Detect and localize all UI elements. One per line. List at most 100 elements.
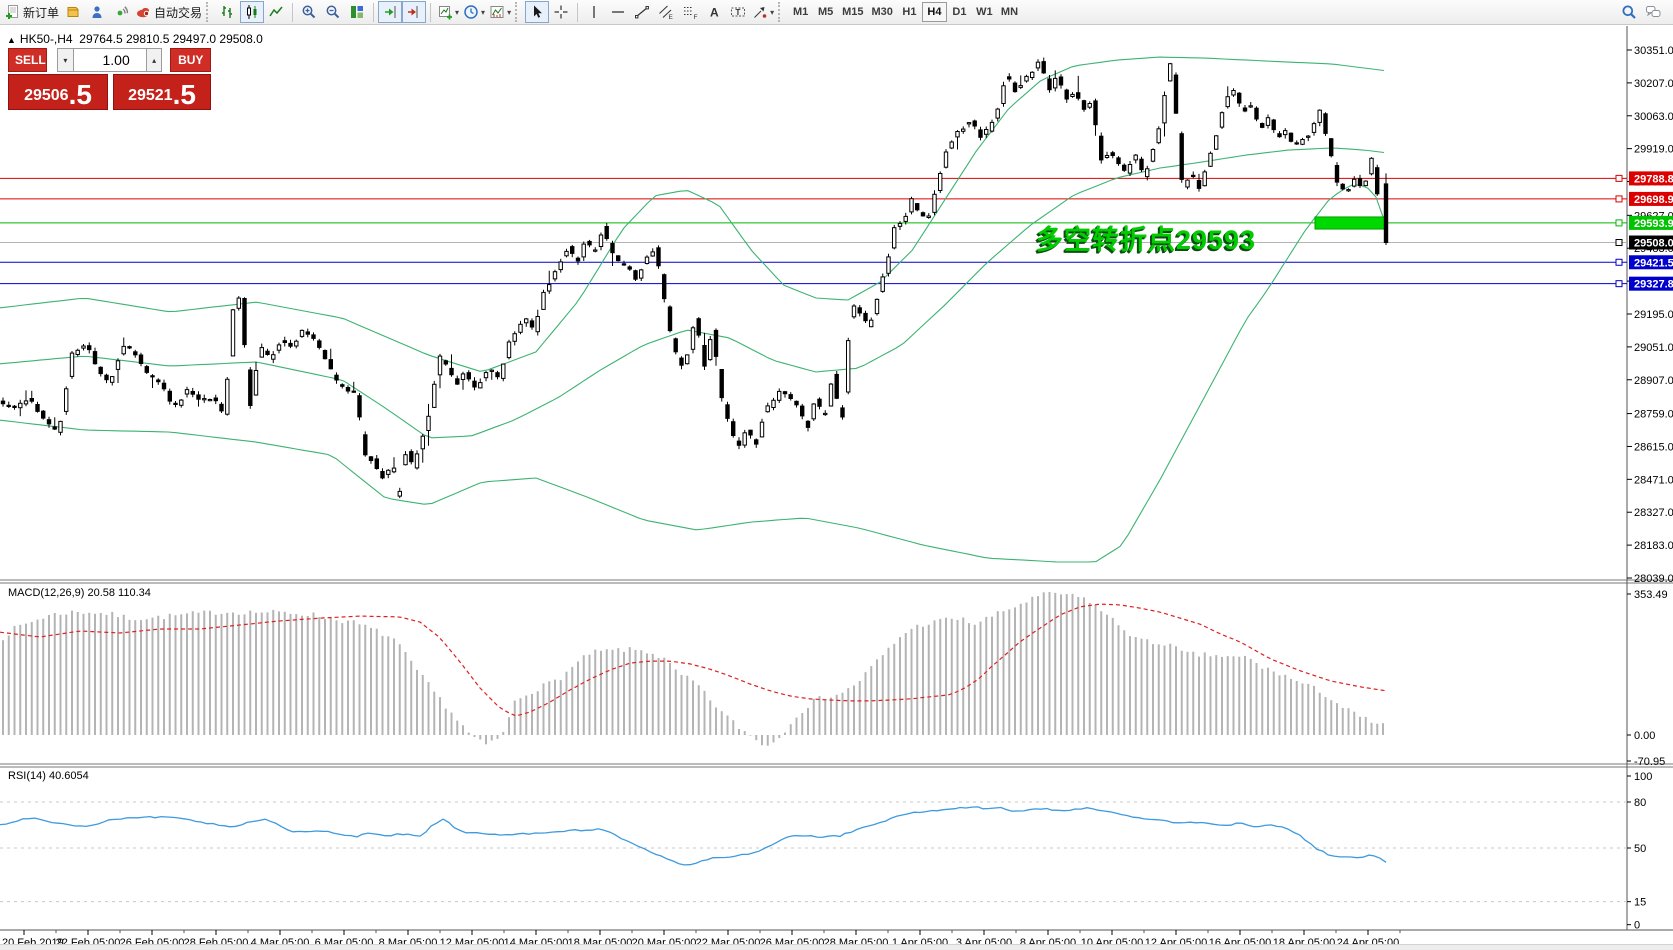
profiles-clock-button[interactable]: ▾: [461, 1, 487, 23]
status-strip: [0, 944, 1673, 950]
volume-increase-button[interactable]: ▴: [145, 48, 163, 72]
timeframe-MN[interactable]: MN: [997, 2, 1022, 22]
ohlc-values: 29764.5 29810.5 29497.0 29508.0: [79, 32, 263, 46]
timeframe-M30[interactable]: M30: [868, 2, 897, 22]
cursor-button[interactable]: [525, 1, 550, 23]
templates-button[interactable]: ▾: [487, 1, 513, 23]
market-watch-icon: [67, 7, 79, 17]
price-axis: 30351.030207.030063.029919.029775.029627…: [1627, 45, 1673, 585]
new-order-button[interactable]: 新订单: [2, 1, 61, 23]
channel-button[interactable]: E: [654, 1, 678, 23]
timeframe-M1[interactable]: M1: [788, 2, 813, 22]
svg-text:29788.8: 29788.8: [1634, 173, 1673, 185]
candles: [0, 57, 1389, 499]
tile-windows-button[interactable]: [345, 1, 369, 23]
toolbar-separator: [373, 2, 375, 22]
svg-text:A: A: [710, 6, 719, 20]
bollinger-lower-band: [0, 184, 1385, 563]
highlight-zone-rect[interactable]: [1314, 216, 1388, 230]
timeframe-H1[interactable]: H1: [897, 2, 922, 22]
volume-decrease-button[interactable]: ▾: [57, 48, 74, 72]
symbol-period-label: HK50-,H4: [19, 32, 73, 46]
new-chart-button[interactable]: ▾: [435, 1, 461, 23]
rsi-indicator-label: RSI(14) 40.6054: [8, 770, 89, 782]
toolbar-grip: [778, 2, 784, 22]
svg-text:28183.0: 28183.0: [1634, 540, 1673, 552]
chart-canvas[interactable]: 30351.030207.030063.029919.029775.029627…: [0, 26, 1673, 950]
macd-histogram: [2, 592, 1384, 746]
pane-borders: [0, 26, 1673, 931]
auto-scroll-button[interactable]: [378, 1, 403, 23]
toolbar-separator: [292, 2, 294, 22]
horizontal-line-button[interactable]: [606, 1, 630, 23]
navigator-button[interactable]: [85, 1, 109, 23]
zoom-out-icon: [326, 5, 340, 19]
horizontal-line-icon: [612, 11, 625, 13]
one-click-trading-panel: SELL ▾ ▴ BUY 29506.5 29521.5: [8, 48, 211, 110]
trendline-button[interactable]: [630, 1, 654, 23]
svg-text:28327.0: 28327.0: [1634, 507, 1673, 519]
bar-chart-button[interactable]: [216, 1, 240, 23]
timeframe-M5[interactable]: M5: [813, 2, 838, 22]
toolbar-button-label: 新订单: [23, 5, 60, 20]
sell-price-main: 29506: [24, 87, 69, 104]
autotrading-icon: [137, 7, 150, 18]
horizontal-level-line[interactable]: 29698.9: [0, 191, 1673, 206]
shapes-button[interactable]: ▾: [750, 1, 776, 23]
timeframe-H4[interactable]: H4: [921, 2, 947, 22]
svg-text:29508.0: 29508.0: [1634, 238, 1673, 250]
svg-text:28907.0: 28907.0: [1634, 375, 1673, 387]
line-chart-button[interactable]: [264, 1, 288, 23]
chat-button[interactable]: [1641, 1, 1665, 23]
rsi-line: [0, 806, 1387, 866]
sell-button[interactable]: SELL: [8, 48, 47, 72]
bollinger-middle-band: [0, 147, 1385, 439]
signal-button[interactable]: [109, 1, 133, 23]
svg-text:T: T: [736, 8, 741, 17]
vertical-line-button[interactable]: [582, 1, 606, 23]
autotrading-button[interactable]: 自动交易: [133, 1, 204, 23]
horizontal-level-line[interactable]: 29508.0: [0, 235, 1673, 250]
timeframe-D1[interactable]: D1: [947, 2, 972, 22]
chart-annotation-text[interactable]: 多空转折点29593: [1036, 225, 1257, 255]
horizontal-level-line[interactable]: 29421.5: [0, 255, 1673, 270]
fibonacci-button[interactable]: F: [678, 1, 702, 23]
text-label-button[interactable]: T: [726, 1, 750, 23]
macd-signal-line: [0, 603, 1387, 717]
zoom-out-button[interactable]: [321, 1, 345, 23]
svg-text:30063.0: 30063.0: [1634, 111, 1673, 123]
new-chart-icon: [439, 6, 453, 20]
svg-text:0: 0: [1634, 920, 1640, 932]
macd-axis: 353.49 0.00 -70.95: [1627, 589, 1668, 768]
horizontal-level-line[interactable]: 29593.9: [0, 215, 1673, 230]
chart-shift-button[interactable]: [402, 1, 427, 23]
search-icon: [1622, 5, 1636, 19]
svg-text:F: F: [694, 14, 698, 20]
sell-price-fraction: .5: [68, 79, 92, 111]
zoom-in-button[interactable]: [297, 1, 321, 23]
toolbar-separator: [577, 2, 579, 22]
volume-input[interactable]: [73, 48, 146, 72]
timeframe-W1[interactable]: W1: [972, 2, 997, 22]
buy-price-panel[interactable]: 29521.5: [113, 74, 211, 110]
timeframe-M15[interactable]: M15: [838, 2, 867, 22]
candlestick-chart-icon: [247, 5, 257, 19]
vertical-line-icon: [593, 6, 595, 18]
collapse-trade-panel-icon[interactable]: ▲: [7, 35, 16, 45]
toolbar-separator: [430, 2, 432, 22]
rsi-levels: [0, 801, 1627, 903]
candlestick-chart-button[interactable]: [240, 1, 265, 23]
bar-chart-icon: [222, 6, 233, 18]
text-button[interactable]: A: [702, 1, 726, 23]
tile-windows-icon: [351, 6, 364, 18]
market-watch-button[interactable]: [61, 1, 85, 23]
svg-text:80: 80: [1634, 797, 1646, 809]
crosshair-button[interactable]: [549, 1, 573, 23]
horizontal-level-line[interactable]: 29788.8: [0, 171, 1673, 186]
auto-scroll-icon: [385, 6, 396, 18]
buy-button[interactable]: BUY: [170, 48, 211, 72]
search-button[interactable]: [1617, 1, 1641, 23]
sell-price-panel[interactable]: 29506.5: [8, 74, 108, 110]
svg-text:28039.0: 28039.0: [1634, 573, 1673, 585]
horizontal-level-line[interactable]: 29327.8: [0, 276, 1673, 291]
